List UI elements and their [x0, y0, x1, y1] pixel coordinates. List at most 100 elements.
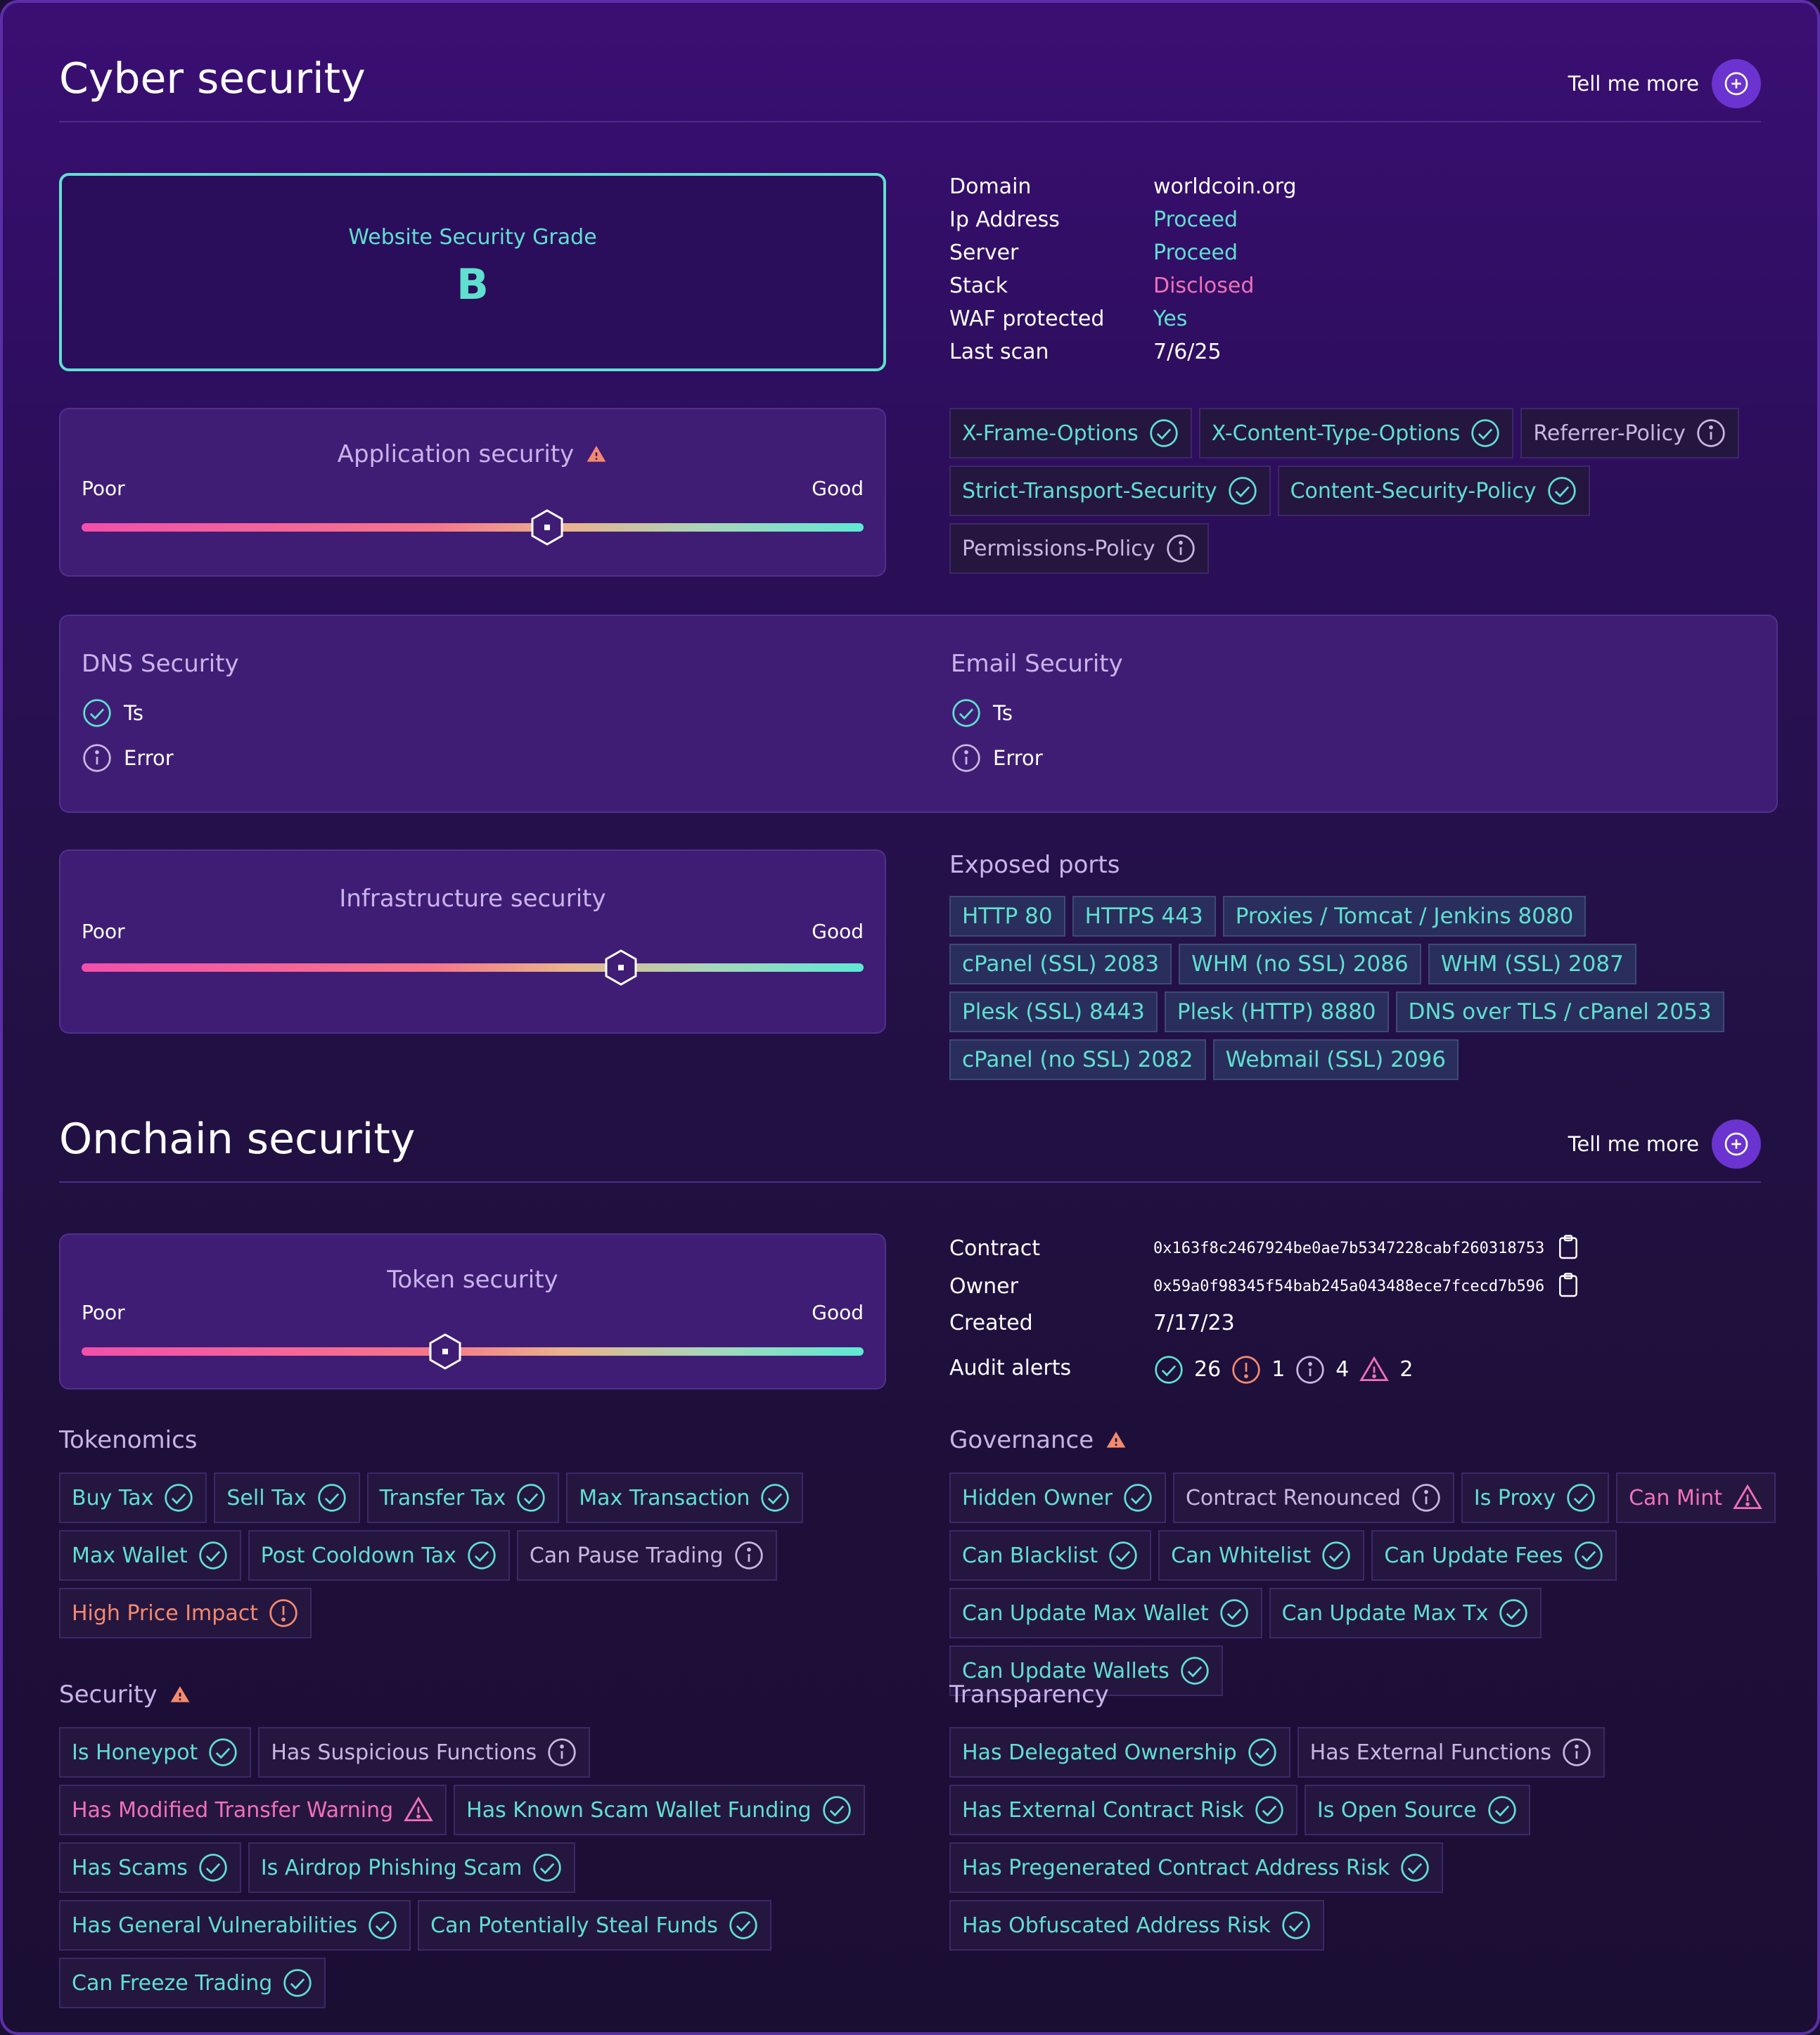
tag-label: Has Pregenerated Contract Address Risk	[962, 1855, 1390, 1880]
copy-icon[interactable]	[1554, 1233, 1582, 1262]
domain-info: Domain worldcoin.org Ip Address Proceed Serv…	[949, 170, 1779, 374]
port-tag: Plesk (SSL) 8443	[949, 991, 1158, 1032]
tag-label: Strict-Transport-Security	[962, 478, 1217, 503]
check-circle-icon	[317, 1484, 346, 1512]
tag-label: Is Honeypot	[72, 1740, 198, 1765]
tag-label: Contract Renounced	[1185, 1485, 1401, 1510]
dns-error-label: Error	[124, 746, 174, 770]
check-circle-icon	[1255, 1796, 1283, 1824]
check-circle-icon	[1574, 1541, 1603, 1569]
tag-label: Can Whitelist	[1171, 1543, 1312, 1568]
warning-triangle-icon	[1733, 1484, 1762, 1510]
token-security-card: Token security Poor Good	[59, 1233, 886, 1389]
status-tag: Has Obfuscated Address Risk	[949, 1900, 1324, 1951]
port-tag: cPanel (SSL) 2083	[949, 944, 1172, 984]
tag-label: Can Mint	[1629, 1485, 1722, 1510]
tag-label: Has Obfuscated Address Risk	[962, 1913, 1271, 1938]
tag-label: Has Delegated Ownership	[962, 1740, 1237, 1765]
audit-alerts: 26 1 4 2	[1153, 1353, 1413, 1386]
tag-label: Is Open Source	[1316, 1797, 1477, 1823]
cyber-tell-more-button[interactable]: Tell me more	[1568, 59, 1761, 108]
token-security-title: Token security	[387, 1266, 558, 1294]
tag-label: Has Modified Transfer Warning	[72, 1797, 394, 1823]
poor-label: Poor	[82, 477, 125, 500]
chat-plus-icon[interactable]	[1712, 1119, 1761, 1169]
status-tag: Can Mint	[1616, 1472, 1776, 1523]
tag-label: Has Scams	[72, 1855, 188, 1880]
status-tag: Has Delegated Ownership	[949, 1727, 1290, 1778]
transparency-tags: Has Delegated Ownership Has External Func…	[949, 1727, 1779, 1951]
check-circle-icon	[1109, 1541, 1137, 1569]
chat-plus-icon[interactable]	[1712, 59, 1761, 108]
info-circle-icon	[83, 744, 111, 772]
transparency-title: Transparency	[949, 1681, 1109, 1709]
email-title: Email Security	[951, 650, 1123, 678]
check-circle-icon	[761, 1484, 790, 1512]
status-tag: Has Known Scam Wallet Funding	[454, 1785, 865, 1835]
tag-label: Buy Tax	[72, 1485, 154, 1510]
owner-label: Owner	[949, 1274, 1018, 1299]
tag-label: Post Cooldown Tax	[260, 1543, 456, 1568]
grade-value: B	[456, 260, 489, 309]
port-tag: HTTP 80	[949, 896, 1065, 937]
copy-icon[interactable]	[1554, 1271, 1582, 1299]
status-tag: Is Open Source	[1304, 1785, 1530, 1835]
status-tag: Hidden Owner	[949, 1472, 1166, 1523]
governance-title: Governance	[949, 1426, 1127, 1454]
info-circle-icon	[1412, 1484, 1440, 1512]
status-tag: Referrer-Policy	[1520, 408, 1739, 458]
status-tag: Max Transaction	[566, 1472, 804, 1523]
grade-label: Website Security Grade	[348, 225, 597, 250]
info-circle-icon	[1563, 1738, 1591, 1766]
status-tag: Can Freeze Trading	[59, 1958, 326, 2008]
status-tag: High Price Impact	[59, 1588, 312, 1638]
tag-label: Can Update Max Wallet	[962, 1600, 1209, 1626]
status-tag: Has Pregenerated Contract Address Risk	[949, 1842, 1444, 1893]
status-tag: Is Honeypot	[59, 1727, 252, 1778]
audit-ok-count: 26	[1194, 1357, 1222, 1382]
info-key: Ip Address	[949, 207, 1060, 232]
port-tag: WHM (SSL) 2087	[1428, 944, 1636, 984]
check-circle-icon	[823, 1796, 851, 1824]
info-circle-icon	[1697, 419, 1725, 447]
warning-triangle-icon	[1359, 1356, 1390, 1381]
contract-info: Contract 0x163f8c2467924be0ae7b5347228ca…	[949, 1232, 1779, 1401]
onchain-tell-more-button[interactable]: Tell me more	[1568, 1119, 1761, 1169]
status-tag: Has External Contract Risk	[949, 1785, 1297, 1835]
info-value: worldcoin.org	[1153, 174, 1297, 199]
tag-label: Hidden Owner	[962, 1485, 1113, 1510]
status-tag: Is Airdrop Phishing Scam	[248, 1842, 576, 1893]
info-circle-icon	[952, 744, 980, 772]
status-tag: Contract Renounced	[1172, 1472, 1454, 1523]
info-circle-icon	[1296, 1355, 1324, 1384]
tag-label: Has External Functions	[1309, 1740, 1552, 1765]
info-key: Domain	[949, 174, 1032, 199]
created-label: Created	[949, 1311, 1033, 1335]
tag-label: X-Content-Type-Options	[1211, 421, 1461, 446]
owner-address[interactable]: 0x59a0f98345f54bab245a043488ece7fcecd7b5…	[1153, 1278, 1545, 1295]
contract-label: Contract	[949, 1236, 1041, 1261]
tag-label: Can Potentially Steal Funds	[430, 1913, 718, 1938]
port-tag: Webmail (SSL) 2096	[1212, 1039, 1459, 1080]
status-tag: Strict-Transport-Security	[949, 466, 1271, 516]
contract-address[interactable]: 0x163f8c2467924be0ae7b5347228cabf2603187…	[1153, 1240, 1545, 1257]
warning-icon	[170, 1686, 189, 1702]
status-tag: Can Whitelist	[1158, 1530, 1365, 1581]
check-circle-icon	[1487, 1796, 1516, 1824]
port-tag: Proxies / Tomcat / Jenkins 8080	[1222, 896, 1587, 937]
status-tag: Can Potentially Steal Funds	[418, 1900, 771, 1951]
infra-security-knob-icon	[605, 949, 637, 986]
tag-label: Permissions-Policy	[962, 536, 1155, 561]
status-tag: Is Proxy	[1461, 1472, 1610, 1523]
check-circle-icon	[1219, 1599, 1248, 1627]
check-circle-icon	[1499, 1599, 1528, 1627]
check-circle-icon	[1282, 1911, 1310, 1939]
audit-info-count: 4	[1335, 1357, 1350, 1382]
app-security-title: Application security	[60, 440, 885, 468]
tell-more-label: Tell me more	[1568, 1132, 1699, 1156]
alert-circle-icon	[1232, 1355, 1260, 1384]
app-security-knob-icon	[531, 509, 563, 546]
status-tag: Max Wallet	[59, 1530, 241, 1581]
tag-label: High Price Impact	[72, 1600, 258, 1626]
check-circle-icon	[1567, 1484, 1595, 1512]
